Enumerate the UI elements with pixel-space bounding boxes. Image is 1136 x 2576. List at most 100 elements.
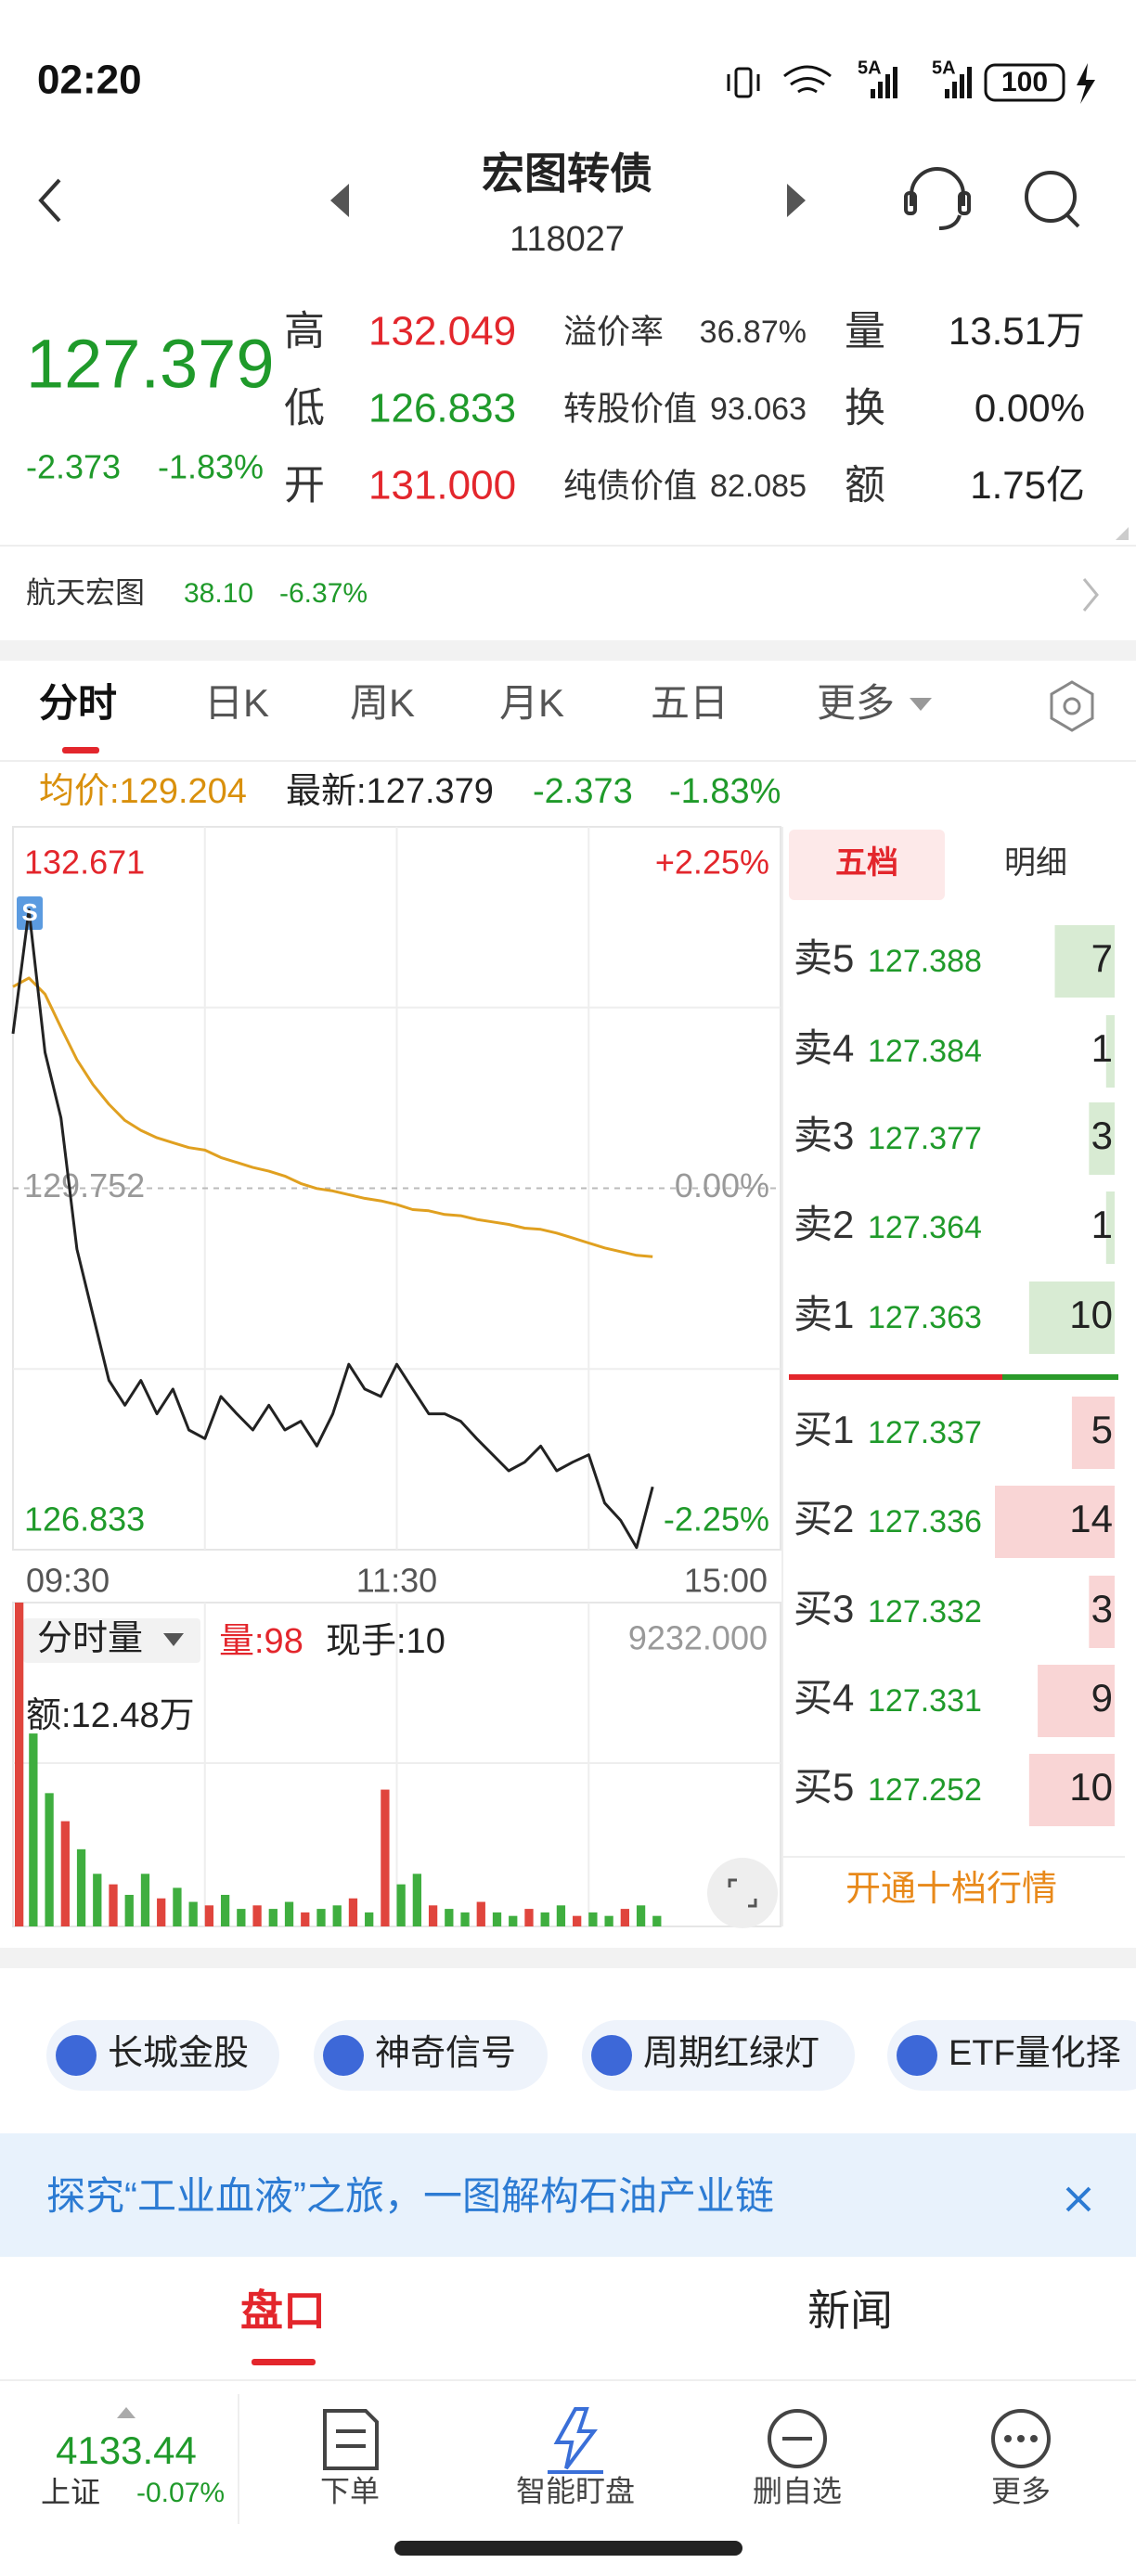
battery [984, 63, 1065, 102]
chart-tab[interactable]: 分时 [39, 681, 117, 725]
nav-label[interactable]: 下单 [320, 2474, 380, 2507]
volume-bar [556, 1905, 566, 1926]
stat-value: 82.085 [710, 469, 807, 504]
x-tick-label: 09:30 [26, 1562, 110, 1600]
feature-chip[interactable] [582, 2020, 855, 2091]
feature-label[interactable]: 神奇信号 [375, 2034, 516, 2073]
nav-icons [323, 2407, 1051, 2474]
latest-price: 最新:127.379 [286, 772, 494, 811]
settings-dot [1063, 697, 1081, 715]
volume-bar [237, 1909, 246, 1926]
feature-icon [323, 2035, 364, 2076]
upgrade-link[interactable]: 开通十档行情 [846, 1870, 1057, 1909]
chart-tab[interactable]: 周K [350, 681, 415, 725]
stat-label: 开 [284, 463, 325, 509]
volume-bar [573, 1915, 582, 1926]
chart-tab[interactable]: 日K [204, 681, 269, 725]
orderbook-tab-active[interactable] [789, 830, 945, 900]
nav-label[interactable]: 更多 [991, 2474, 1051, 2507]
order-price: 127.363 [868, 1300, 982, 1335]
volume-bar [1028, 1754, 1115, 1826]
volume-bar [476, 1901, 485, 1926]
nav-label[interactable]: 智能盯盘 [516, 2474, 635, 2507]
code: 118027 [510, 220, 625, 259]
volume-bar [588, 1912, 598, 1926]
volume-bar [284, 1901, 294, 1926]
order-volume: 10 [1069, 1293, 1113, 1336]
volume-selector[interactable] [23, 1618, 200, 1663]
volume-bar [540, 1912, 549, 1926]
volume-bar [188, 1901, 198, 1926]
volume-bar [365, 1912, 374, 1926]
chart-tab[interactable]: 月K [499, 681, 564, 725]
order-price: 127.364 [868, 1210, 982, 1245]
volume-bar [15, 1603, 24, 1926]
more-arrow [910, 698, 932, 711]
banner-close[interactable] [1065, 2186, 1091, 2212]
volume-bar [412, 1874, 422, 1926]
bottom-tab[interactable]: 新闻 [807, 2286, 893, 2335]
status-icons [727, 65, 832, 98]
feature-chip[interactable] [887, 2020, 1136, 2091]
stat-value: 126.833 [368, 386, 516, 431]
related-change: -6.37% [279, 578, 368, 609]
banner [0, 2133, 1136, 2257]
volume-selector-label[interactable]: 分时量 [37, 1619, 143, 1658]
orderbook-tab[interactable]: 明细 [1004, 845, 1067, 881]
nav-label[interactable]: 删自选 [753, 2474, 842, 2507]
book-divider-green [1002, 1374, 1118, 1380]
chart-tab[interactable]: 更多 [817, 681, 895, 725]
order-volume: 5 [1091, 1408, 1113, 1451]
service-button[interactable] [904, 167, 971, 230]
order-price: 127.377 [868, 1121, 982, 1156]
stat-value: 93.063 [710, 392, 807, 427]
order-volume: 7 [1091, 936, 1113, 980]
volume-bar [1105, 1015, 1115, 1088]
volume-amount: 额:12.48万 [26, 1696, 195, 1735]
order-label: 买3 [794, 1587, 854, 1630]
back-button[interactable] [38, 178, 61, 223]
chart-tab[interactable]: 五日 [651, 681, 729, 725]
signal-marker: S [21, 898, 37, 926]
search-button[interactable] [1025, 171, 1080, 228]
related-chevron[interactable] [1082, 578, 1099, 612]
prev-button[interactable] [330, 184, 349, 217]
banner-text[interactable]: 探究“工业血液”之旅，一图解构石油产业链 [46, 2174, 774, 2218]
stat-label: 转股价值 [563, 390, 697, 428]
price-change-pct: -1.83% [158, 448, 264, 486]
price-line [11, 908, 654, 1550]
volume-bar [60, 1821, 70, 1926]
order-label: 卖4 [794, 1026, 854, 1070]
battery-level: 100 [1001, 67, 1048, 97]
feature-label[interactable]: 周期红绿灯 [643, 2034, 820, 2073]
volume-bar [268, 1909, 278, 1926]
order-volume: 3 [1091, 1587, 1113, 1630]
order-price: 127.384 [868, 1034, 982, 1069]
feature-chip[interactable] [46, 2020, 279, 2091]
orderbook-tab[interactable]: 五档 [835, 845, 898, 881]
avg-price: 均价:129.204 [39, 772, 247, 811]
volume-value: 量:98 [219, 1622, 303, 1661]
feature-label[interactable]: 长城金股 [108, 2034, 249, 2073]
expand-button[interactable] [707, 1858, 778, 1928]
volume-bar [428, 1905, 438, 1926]
volume-bar [1054, 925, 1115, 998]
last-price: 127.379 [26, 326, 275, 403]
bottom-tab[interactable]: 盘口 [240, 2286, 326, 2335]
expand-icon [728, 1878, 757, 1908]
section-gap [0, 1948, 1136, 1968]
order-label: 卖2 [794, 1203, 854, 1246]
related-name[interactable]: 航天宏图 [26, 575, 145, 609]
stat-label: 量 [845, 309, 885, 354]
book-divider-red [789, 1374, 1002, 1380]
settings-button[interactable] [1050, 680, 1094, 732]
feature-label[interactable]: ETF量化择 [949, 2034, 1121, 2073]
volume-bar [509, 1915, 518, 1926]
volume-bar [45, 1793, 54, 1926]
next-button[interactable] [787, 184, 806, 217]
feature-chip[interactable] [314, 2020, 548, 2091]
order-volume: 10 [1069, 1765, 1113, 1809]
stat-value: 132.049 [368, 309, 516, 354]
